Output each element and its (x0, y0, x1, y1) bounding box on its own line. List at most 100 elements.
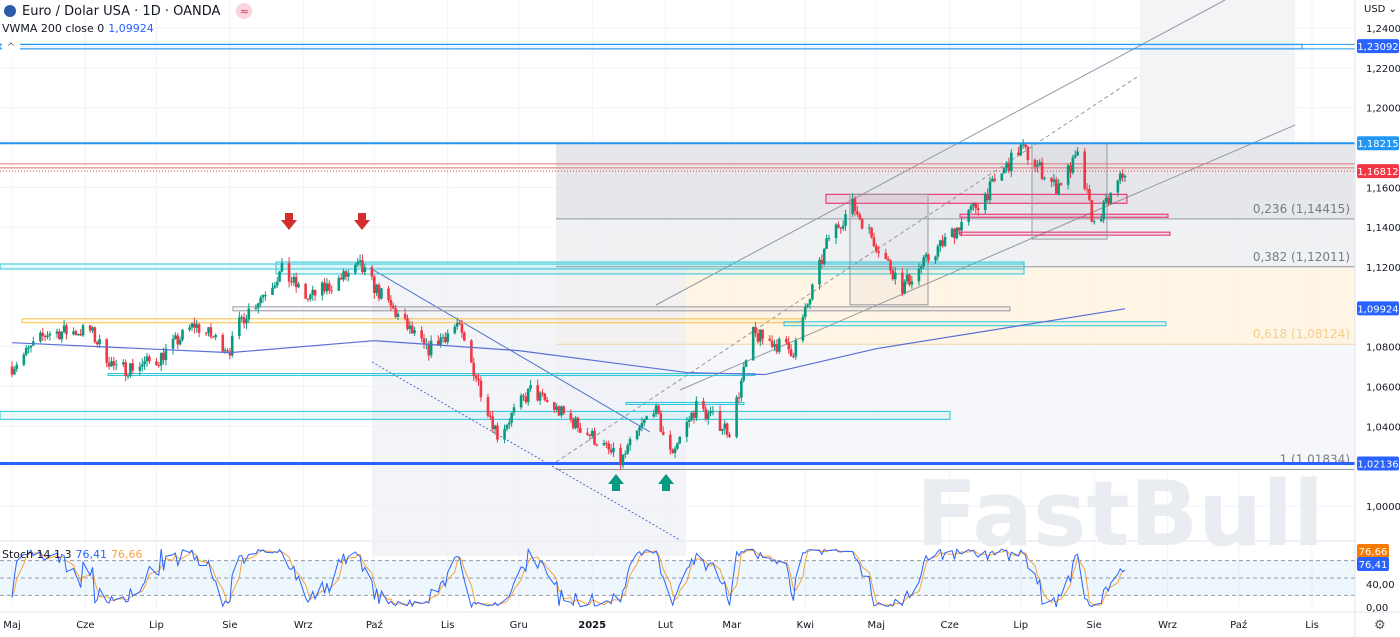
candle-body (702, 400, 705, 409)
currency-label: USD (1364, 4, 1386, 15)
candle-body (773, 344, 776, 347)
candle-body (188, 327, 191, 330)
price-axis[interactable]: 1,24000 1,22000 1,20000 1,16000 1,14000 1,120… (1354, 0, 1400, 637)
candle-body (439, 337, 442, 346)
candle-body (1099, 219, 1103, 222)
candle-body (576, 417, 580, 428)
candle-body (825, 238, 828, 249)
candle-body (941, 240, 944, 246)
candle-body (98, 339, 101, 345)
candle-body (1019, 144, 1023, 156)
candle-body (292, 276, 296, 283)
channel-line (655, 0, 1226, 306)
candle-body (841, 225, 845, 229)
collapse-legend-button[interactable]: ^ (2, 40, 20, 56)
candle-body (934, 256, 937, 261)
fib-zone (556, 344, 1355, 470)
candle-body (1121, 173, 1124, 178)
candle-body (652, 414, 656, 417)
symbol-legend[interactable]: Euro / Dolar USA · 1D · OANDA ≈ (4, 3, 253, 19)
fib-level-label: 0,236 (1,14415) (1253, 202, 1350, 216)
candle-body (867, 227, 871, 229)
candle-body (654, 405, 658, 415)
candle-body (737, 397, 741, 399)
settings-gear-icon[interactable]: ⚙ (1374, 618, 1386, 633)
candle-body (1123, 175, 1127, 178)
candle-body (88, 325, 92, 331)
price-tick-label: 1,16000 (1366, 183, 1400, 194)
candle-body (671, 449, 674, 453)
candle-body (275, 281, 279, 286)
candle-body (178, 339, 182, 345)
candle-body (95, 341, 99, 345)
candle-body (413, 330, 416, 334)
candle-body (676, 443, 679, 449)
candle-body (877, 251, 880, 254)
candle-body (645, 416, 648, 420)
candle-body (519, 395, 523, 408)
candle-body (967, 209, 970, 222)
candle-body (93, 327, 97, 342)
candle-body (436, 340, 440, 346)
candle-body (905, 274, 909, 282)
candle-body (230, 336, 234, 356)
candle-body (543, 393, 547, 401)
candle-body (957, 227, 961, 231)
candle-body (794, 340, 798, 357)
candle-body (458, 322, 461, 324)
candle-body (247, 308, 251, 320)
candle-body (768, 338, 772, 341)
candle-body (79, 333, 82, 336)
market-status-icon[interactable]: ≈ (236, 3, 253, 19)
candle-body (657, 405, 660, 414)
currency-selector[interactable]: USD ⌄ (1364, 4, 1397, 15)
candle-body (306, 298, 310, 300)
candle-body (893, 272, 897, 280)
candle-body (354, 264, 357, 273)
stoch-badge-label: 76,41 (1359, 560, 1388, 571)
candle-body (827, 238, 831, 240)
candle-body (280, 263, 284, 272)
price-badge-label: 1,16812 (1357, 167, 1398, 178)
candle-body (1102, 201, 1105, 220)
stoch-legend[interactable]: Stoch 14 1 3 76,41 76,66 (2, 548, 143, 561)
candle-body (155, 361, 158, 366)
candle-body (287, 263, 291, 282)
time-tick-label: Lip (149, 620, 164, 631)
candle-body (290, 281, 293, 283)
candle-body (342, 271, 345, 280)
candle-body (1059, 183, 1063, 185)
candle-body (238, 317, 241, 337)
candle-body (569, 413, 573, 420)
candle-body (323, 282, 326, 292)
fib-zone (556, 218, 1355, 267)
candle-body (346, 272, 350, 277)
candle-body (193, 323, 196, 328)
candle-body (609, 449, 613, 453)
candle-body (858, 214, 862, 220)
fib-level-label: 0,382 (1,12011) (1253, 250, 1350, 264)
candle-body (462, 332, 466, 341)
candle-body (174, 335, 177, 339)
candle-body (1109, 192, 1113, 204)
candle-body (145, 356, 149, 362)
vwma-legend[interactable]: VWMA 200 close 0 1,09924 (2, 22, 154, 35)
candle-body (976, 208, 980, 211)
candle-body (552, 402, 556, 410)
time-axis[interactable]: Maj Cze Lip Sie Wrz Paź Lis Gru 2025 Lut Mar Kwi Maj… (3, 619, 1319, 631)
candle-body (396, 313, 400, 317)
candle-body (489, 415, 492, 417)
candle-body (1057, 183, 1060, 195)
candle-body (571, 419, 575, 429)
candle-body (427, 343, 431, 356)
candle-body (380, 288, 383, 299)
candle-body (927, 254, 930, 261)
candle-body (775, 344, 779, 352)
candle-body (408, 325, 412, 329)
price-badge (1357, 301, 1399, 316)
candle-body (943, 237, 947, 246)
candle-body (787, 342, 791, 350)
candle-body (356, 262, 360, 265)
candle-body (1116, 180, 1120, 193)
